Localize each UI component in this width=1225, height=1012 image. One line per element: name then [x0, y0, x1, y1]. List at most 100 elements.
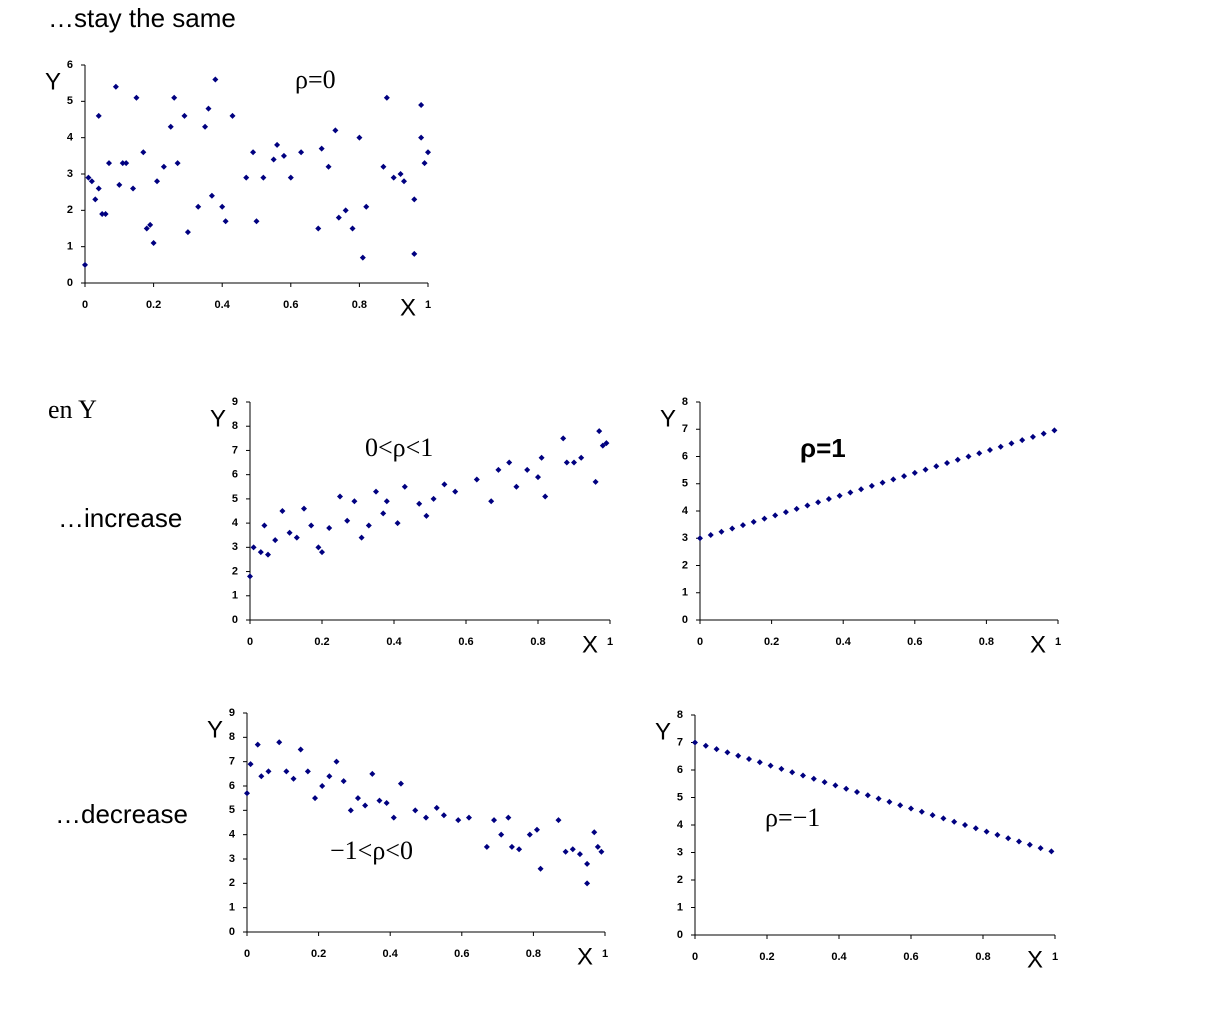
point: [212, 76, 219, 83]
point: [297, 746, 304, 753]
y-tick-label: 6: [232, 469, 238, 481]
point: [174, 160, 181, 167]
y-tick-label: 9: [229, 707, 235, 719]
point: [962, 822, 968, 828]
point: [130, 185, 137, 192]
x-tick-label: 1: [1052, 951, 1058, 963]
x-tick-label: 0.4: [383, 948, 399, 960]
y-tick-label: 7: [232, 444, 238, 456]
point: [376, 797, 383, 804]
point: [260, 174, 267, 181]
point: [298, 149, 305, 156]
point: [524, 466, 531, 473]
x-axis-label: X: [577, 943, 593, 970]
point: [333, 758, 340, 765]
point: [542, 493, 549, 500]
point: [340, 778, 347, 785]
point: [202, 123, 209, 130]
y-tick-label: 1: [682, 587, 688, 599]
point: [1048, 848, 1055, 855]
point: [258, 773, 265, 780]
point: [244, 790, 250, 797]
point: [591, 829, 598, 836]
point: [133, 94, 140, 101]
point: [702, 742, 709, 749]
x-tick-label: 0.2: [146, 299, 161, 311]
y-tick-label: 8: [677, 709, 683, 721]
point: [265, 551, 271, 558]
point: [315, 225, 322, 232]
y-tick-label: 5: [67, 95, 73, 107]
point: [729, 525, 736, 532]
annotation: −1<ρ<0: [330, 836, 413, 865]
y-tick-label: 2: [682, 559, 688, 571]
point: [380, 510, 387, 517]
point: [390, 814, 397, 821]
x-tick-label: 0.6: [907, 636, 922, 648]
y-tick-label: 6: [677, 764, 683, 776]
point: [279, 508, 286, 514]
point: [342, 207, 349, 214]
point: [452, 488, 459, 495]
point: [380, 163, 387, 170]
point: [972, 825, 979, 832]
point: [430, 495, 437, 502]
point: [571, 459, 577, 466]
x-tick-label: 0.8: [526, 948, 541, 960]
point: [349, 225, 356, 232]
point: [513, 483, 520, 490]
x-tick-label: 0.4: [831, 951, 847, 963]
x-axis-label: X: [582, 631, 598, 658]
point: [1037, 845, 1044, 852]
point: [351, 498, 358, 505]
x-tick-label: 0.8: [530, 636, 545, 648]
point: [997, 443, 1004, 450]
y-axis-label: Y: [207, 716, 223, 743]
point: [508, 843, 515, 850]
point: [99, 210, 106, 217]
point: [119, 160, 126, 167]
point: [951, 818, 958, 825]
point: [95, 185, 102, 192]
point: [312, 795, 319, 802]
point: [1040, 430, 1047, 437]
point: [505, 814, 512, 821]
point: [858, 486, 865, 493]
y-axis-label: Y: [45, 68, 61, 95]
y-axis-label: Y: [660, 405, 676, 432]
point: [253, 218, 260, 225]
point: [594, 843, 601, 850]
point: [383, 800, 390, 807]
y-tick-label: 3: [229, 853, 235, 865]
point: [576, 851, 583, 858]
point: [488, 498, 495, 505]
y-tick-label: 1: [232, 590, 238, 602]
y-tick-label: 9: [232, 396, 238, 408]
point: [1016, 838, 1022, 845]
y-tick-label: 2: [677, 874, 683, 886]
annotation: 0<ρ<1: [365, 433, 433, 462]
y-tick-label: 4: [677, 819, 684, 831]
point: [140, 149, 147, 156]
y-tick-label: 4: [682, 505, 689, 517]
point: [908, 805, 914, 812]
x-tick-label: 0.8: [352, 299, 367, 311]
point: [563, 459, 570, 466]
x-tick-label: 0: [692, 951, 698, 963]
y-tick-label: 5: [682, 478, 688, 490]
point: [411, 250, 418, 257]
x-tick-label: 1: [602, 948, 608, 960]
y-tick-label: 6: [229, 780, 235, 792]
point: [416, 500, 423, 507]
point: [735, 752, 742, 759]
point: [123, 160, 130, 167]
point: [219, 203, 226, 210]
point: [290, 775, 297, 782]
point: [750, 518, 757, 525]
point: [272, 537, 279, 544]
x-tick-label: 0.2: [759, 951, 774, 963]
point: [335, 214, 342, 221]
point: [746, 756, 752, 762]
y-tick-label: 7: [229, 756, 235, 768]
point: [495, 466, 502, 473]
